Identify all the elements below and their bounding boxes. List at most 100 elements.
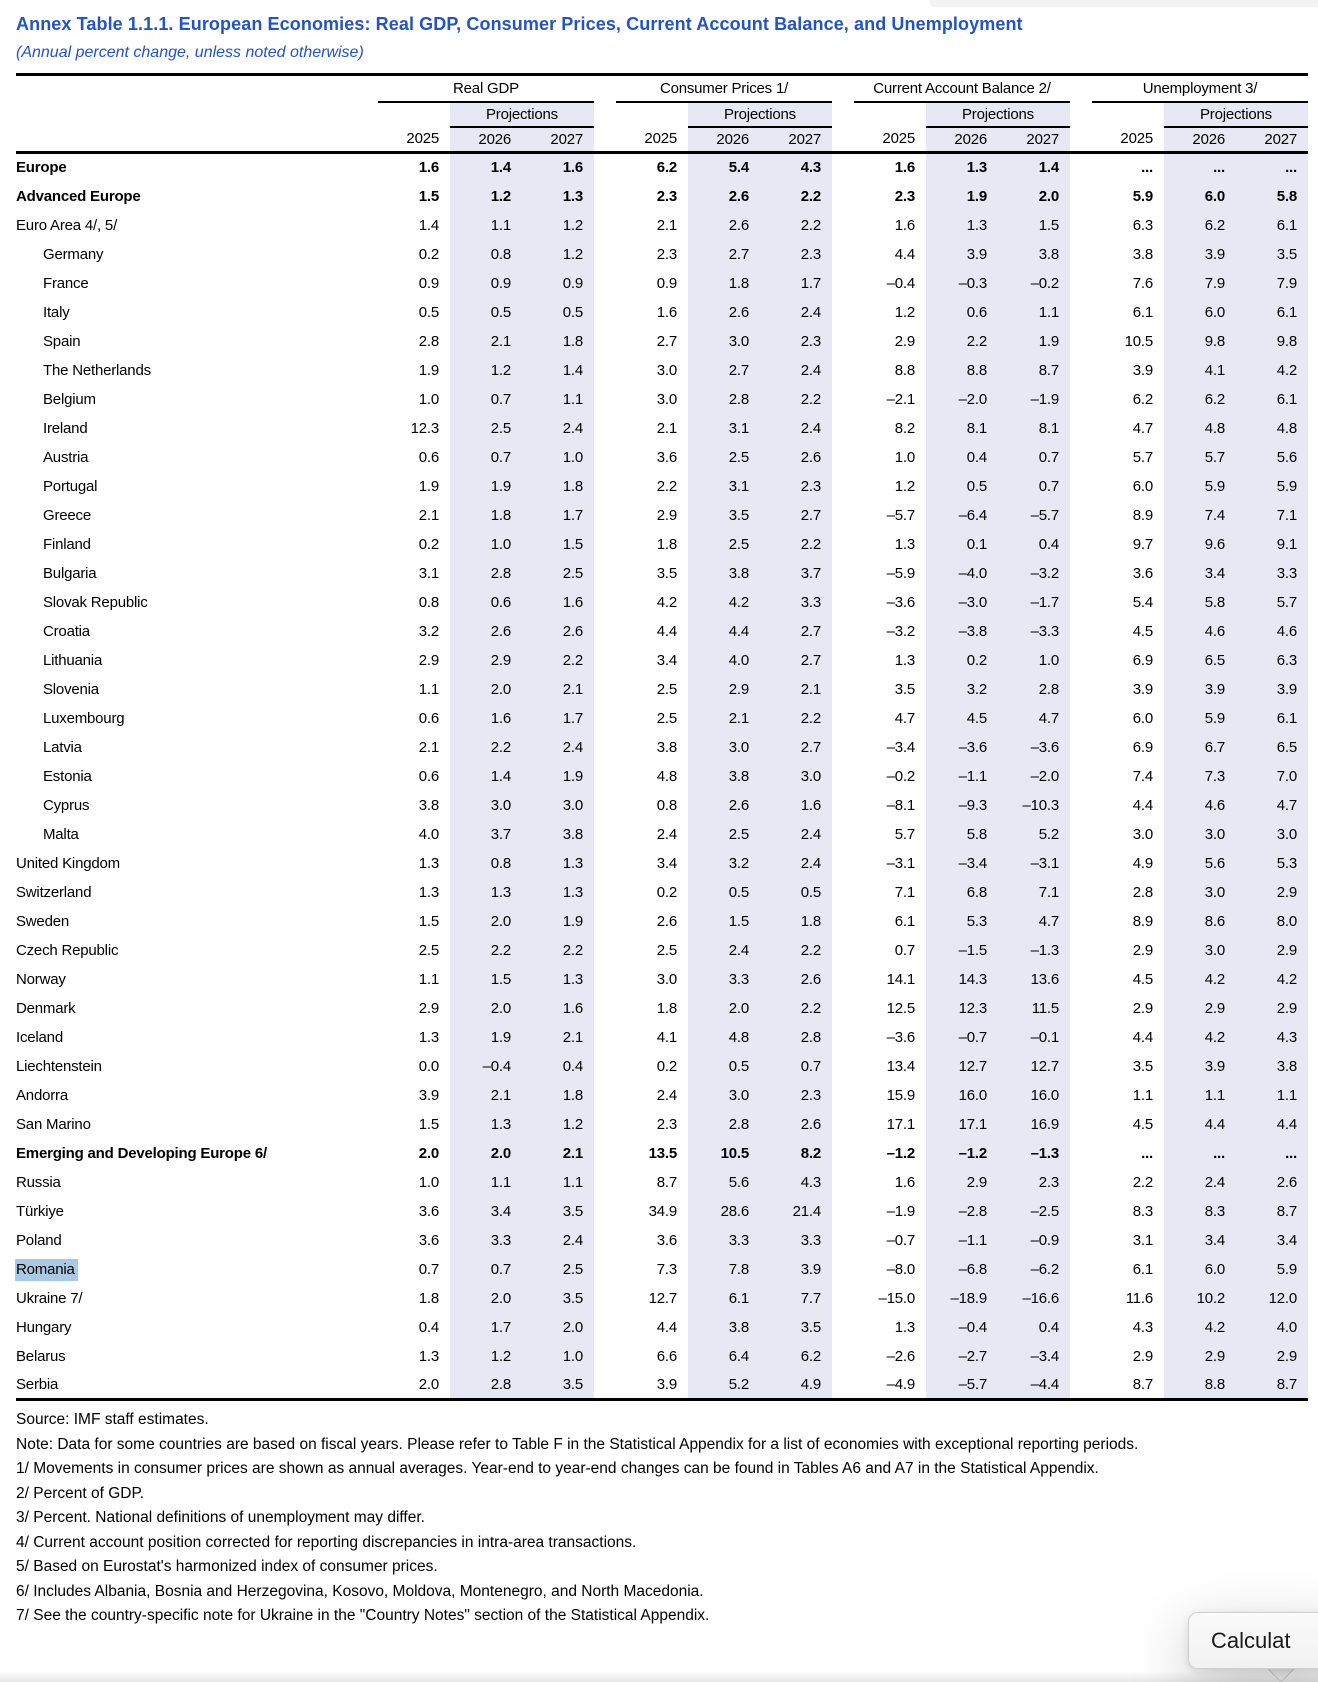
value-cell: 4.1 <box>1204 361 1225 379</box>
value-cell: 5.9 <box>1204 709 1225 727</box>
value-cell: 5.9 <box>1132 187 1153 205</box>
row-label: Euro Area 4/, 5/ <box>16 216 118 234</box>
value-cell: 3.5 <box>1276 245 1297 263</box>
value-cell: 0.8 <box>418 593 439 611</box>
table-header: Real GDP Consumer Prices 1/Current Accoun… <box>16 74 1308 154</box>
value-cell: –2.0 <box>1030 767 1060 785</box>
value-cell: 4.2 <box>1276 970 1297 988</box>
value-cell: 2.3 <box>800 1086 821 1104</box>
value-cell: 1.1 <box>562 1173 583 1191</box>
value-cell: 4.7 <box>1038 709 1059 727</box>
value-cell: 2.1 <box>728 709 749 727</box>
value-cell: 28.6 <box>720 1202 750 1220</box>
value-cell: 4.6 <box>1204 622 1225 640</box>
group-gap <box>832 878 854 907</box>
group-gap <box>832 443 854 472</box>
value-cell: –1.3 <box>1030 1144 1060 1162</box>
value-cell: 1.8 <box>656 535 677 553</box>
group-gap <box>1070 791 1092 820</box>
group-gap <box>832 849 854 878</box>
row-label: Finland <box>43 535 91 553</box>
value-cell: –1.1 <box>958 1231 988 1249</box>
value-cell: 2.1 <box>656 419 677 437</box>
value-cell: 1.6 <box>418 159 439 177</box>
value-cell: 3.7 <box>490 825 511 843</box>
group-gap <box>594 414 616 443</box>
value-cell: 1.8 <box>490 506 511 524</box>
selected-text-highlight[interactable]: Romania <box>15 1258 78 1281</box>
value-cell: 2.4 <box>562 1231 583 1249</box>
value-cell: 7.4 <box>1132 767 1153 785</box>
group-gap <box>1070 936 1092 965</box>
group-gap <box>594 588 616 617</box>
row-label: Luxembourg <box>43 709 125 727</box>
table-row: France 0.9 0.9 0.9 0.9 1.8 1.7 –0.4 –0.3 –0.2 7.6 7… <box>16 269 1308 298</box>
group-gap <box>1070 1370 1092 1401</box>
value-cell: 7.9 <box>1276 274 1297 292</box>
value-cell: 10.5 <box>1124 332 1154 350</box>
value-cell: 0.5 <box>418 303 439 321</box>
value-cell: 3.8 <box>1276 1057 1297 1075</box>
value-cell: 8.7 <box>1276 1202 1297 1220</box>
group-gap <box>1070 298 1092 327</box>
table-row: Slovak Republic 0.8 0.6 1.6 4.2 4.2 3.3 –3.6 –3.… <box>16 588 1308 617</box>
row-label: France <box>43 274 89 292</box>
value-cell: 13.6 <box>1030 970 1060 988</box>
group-gap <box>594 443 616 472</box>
value-cell: 0.5 <box>490 303 511 321</box>
value-cell: 2.2 <box>1132 1173 1153 1191</box>
row-label: Slovenia <box>43 680 99 698</box>
row-label: Norway <box>16 970 66 988</box>
group-gap <box>832 559 854 588</box>
row-label: The Netherlands <box>43 361 151 379</box>
group-gap <box>594 472 616 501</box>
value-cell: 2.1 <box>418 738 439 756</box>
value-cell: 1.3 <box>418 1347 439 1365</box>
value-cell: 2.9 <box>966 1173 987 1191</box>
value-cell: 4.4 <box>656 1318 677 1336</box>
group-gap <box>1070 1081 1092 1110</box>
value-cell: 6.0 <box>1132 477 1153 495</box>
footnotes: Source: IMF staff estimates. Note: Data f… <box>16 1408 1196 1629</box>
value-cell: 6.1 <box>1132 303 1153 321</box>
value-cell: 2.6 <box>728 216 749 234</box>
value-cell: –3.8 <box>958 622 988 640</box>
group-gap <box>832 1023 854 1052</box>
value-cell: 3.5 <box>728 506 749 524</box>
group-gap <box>594 849 616 878</box>
value-cell: 1.2 <box>562 216 583 234</box>
calculate-popup[interactable]: Calculat <box>1188 1612 1318 1669</box>
value-cell: 4.8 <box>728 1028 749 1046</box>
group-gap <box>832 907 854 936</box>
value-cell: 3.3 <box>800 593 821 611</box>
group-gap <box>1070 849 1092 878</box>
value-cell: 3.0 <box>1204 883 1225 901</box>
value-cell: 1.8 <box>562 477 583 495</box>
value-cell: 2.4 <box>656 825 677 843</box>
value-cell: 1.2 <box>562 1115 583 1133</box>
value-cell: –0.2 <box>1030 274 1060 292</box>
value-cell: 3.4 <box>656 854 677 872</box>
value-cell: 2.2 <box>562 941 583 959</box>
value-cell: –3.6 <box>886 593 916 611</box>
value-cell: 3.1 <box>418 564 439 582</box>
group-gap <box>832 588 854 617</box>
group-gap <box>1070 878 1092 907</box>
table-row: Türkiye 3.6 3.4 3.5 34.9 28.6 21.4 –1.9 –2.8 –2.5… <box>16 1197 1308 1226</box>
group-gap <box>832 936 854 965</box>
table-row: Latvia 2.1 2.2 2.4 3.8 3.0 2.7 –3.4 –3.6 –3.6 6.9 6… <box>16 733 1308 762</box>
group-gap <box>1070 443 1092 472</box>
value-cell: 1.5 <box>562 535 583 553</box>
value-cell: 1.1 <box>1276 1086 1297 1104</box>
value-cell: 3.8 <box>656 738 677 756</box>
value-cell: 1.1 <box>1038 303 1059 321</box>
table-row: Austria 0.6 0.7 1.0 3.6 2.5 2.6 1.0 0.4 0.7 5.7 5.7… <box>16 443 1308 472</box>
value-cell: 0.2 <box>418 535 439 553</box>
value-cell: 12.7 <box>1030 1057 1060 1075</box>
value-cell: 3.4 <box>1204 1231 1225 1249</box>
value-cell: 4.7 <box>1276 796 1297 814</box>
value-cell: 3.9 <box>1132 361 1153 379</box>
value-cell: 4.7 <box>1038 912 1059 930</box>
value-cell: 5.7 <box>1204 448 1225 466</box>
row-label: Andorra <box>16 1086 68 1104</box>
